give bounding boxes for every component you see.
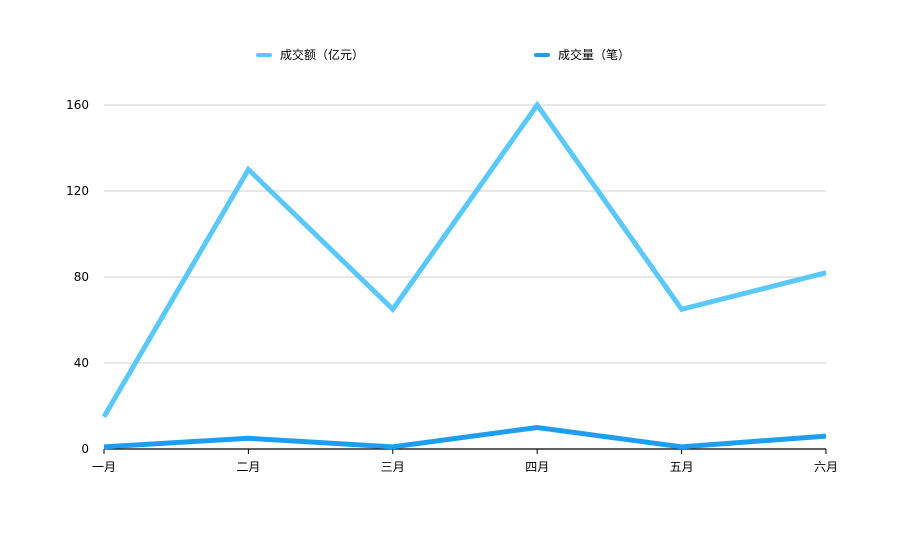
series-lines (101, 100, 827, 450)
y-tick-label: 0 (81, 442, 89, 456)
legend-label: 成交量（笔） (558, 47, 630, 62)
legend: 成交额（亿元） 成交量（笔） (256, 47, 630, 62)
legend-label: 成交额（亿元） (280, 47, 364, 62)
series-line-0 (101, 100, 827, 419)
x-tick-label: 六月 (814, 460, 838, 474)
x-axis-ticks: 一月 二月 三月 四月 五月 六月 (92, 460, 838, 474)
y-tick-label: 80 (74, 270, 89, 284)
y-tick-label: 120 (66, 184, 89, 198)
x-tick-label: 二月 (236, 460, 260, 474)
x-tick-label: 三月 (381, 460, 405, 474)
axes (103, 448, 827, 454)
series-line-1 (103, 424, 827, 450)
x-tick-label: 一月 (92, 460, 116, 474)
y-tick-label: 40 (74, 356, 89, 370)
grid-lines (104, 104, 826, 364)
y-tick-label: 160 (66, 98, 89, 112)
x-tick-label: 四月 (525, 460, 549, 474)
y-axis-ticks: 0 40 80 120 160 (66, 98, 89, 456)
x-tick-label: 五月 (670, 460, 694, 474)
